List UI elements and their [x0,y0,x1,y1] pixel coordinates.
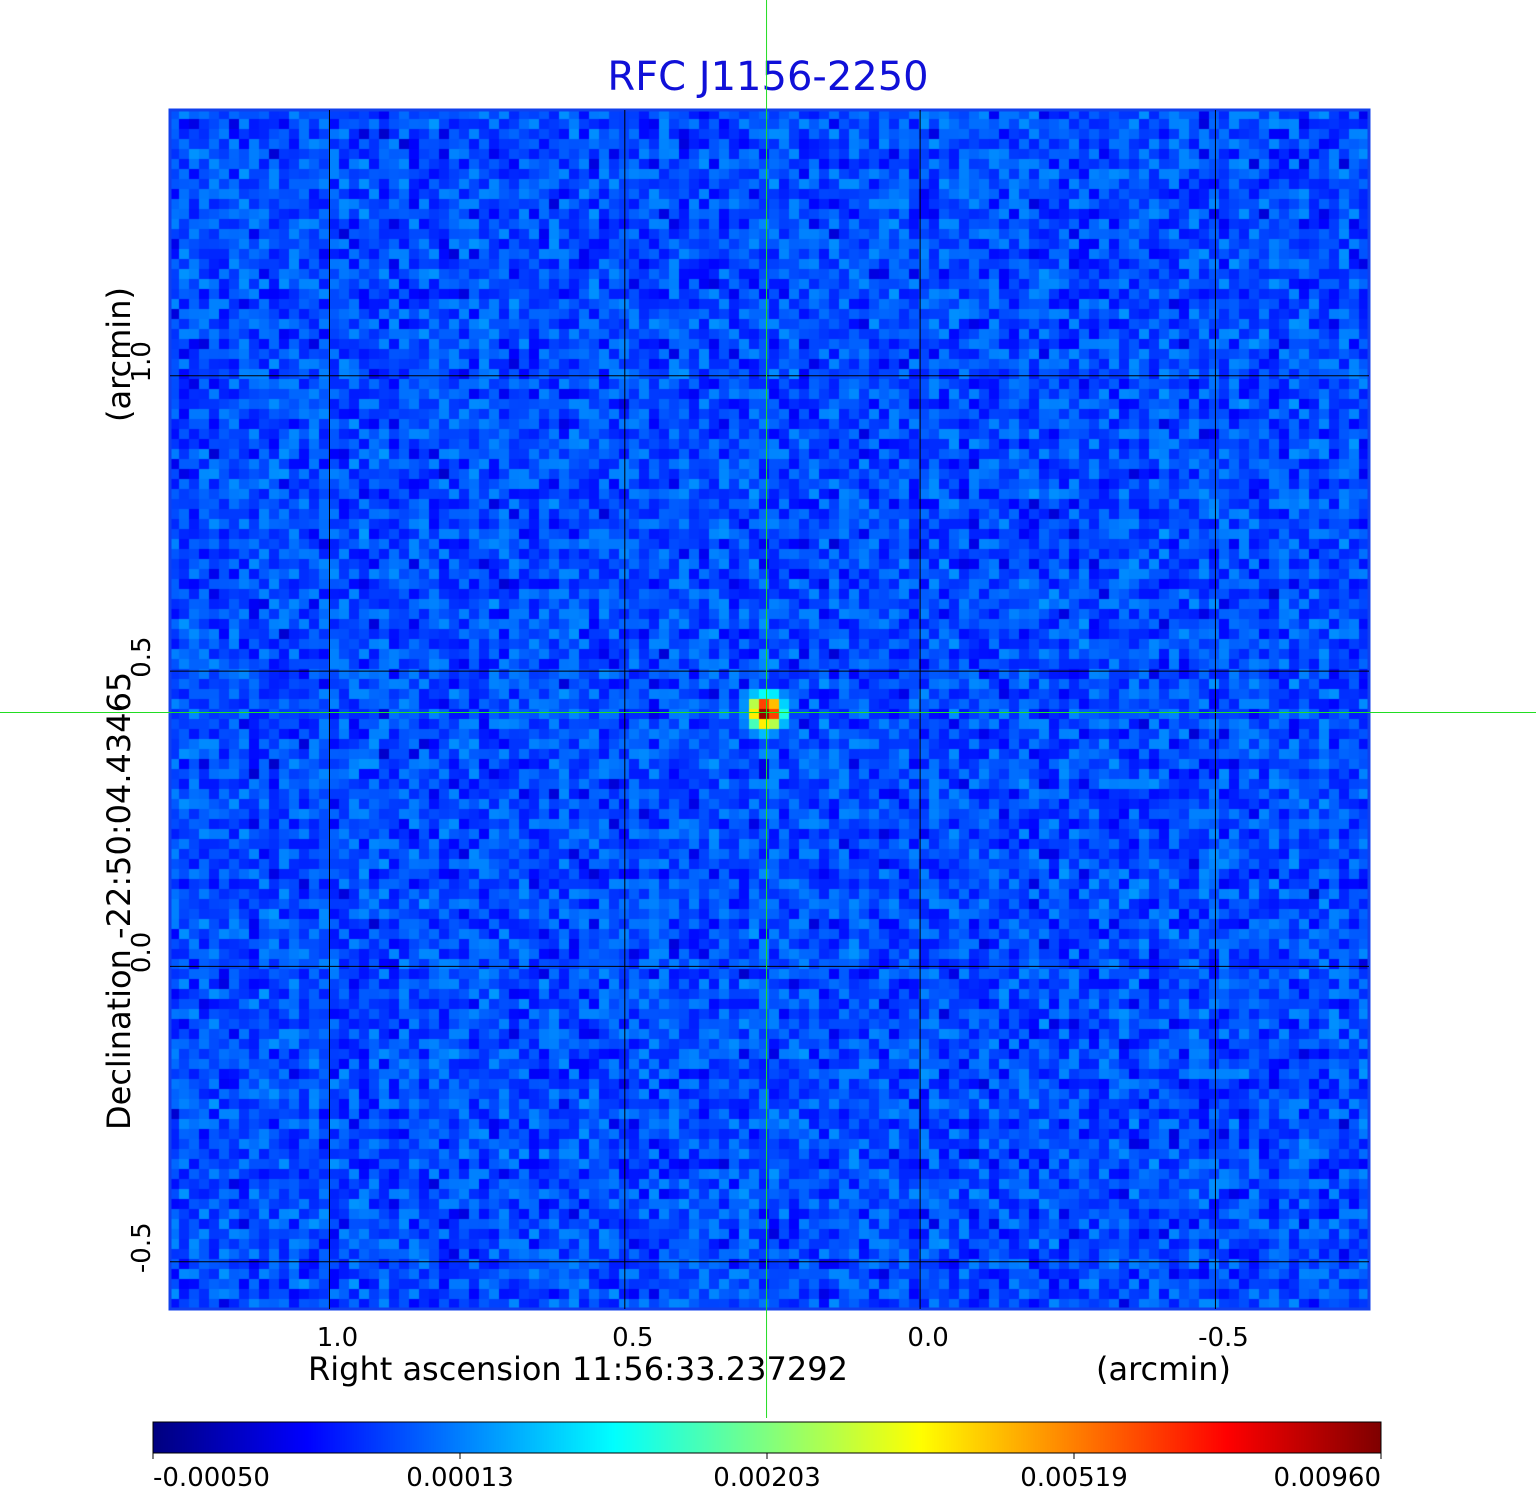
colorbar-tick-label: 0.00519 [1020,1463,1128,1493]
x-axis-unit: (arcmin) [1096,1350,1231,1388]
x-tick-labels: 1.0 0.5 0.0 -0.5 [317,1323,1249,1353]
y-tick-label: 0.0 [127,932,157,973]
y-axis-label: Declination -22:50:04.43465 [100,672,138,1130]
colorbar-tick-label: 0.00203 [713,1463,821,1493]
y-axis-unit: (arcmin) [100,287,138,422]
y-tick-label: 0.5 [127,636,157,677]
x-tick-label: -0.5 [1198,1323,1249,1353]
colorbar-tick-label: -0.00050 [153,1463,270,1493]
y-tick-labels: 1.0 0.5 0.0 -0.5 [127,341,157,1273]
colorbar [153,1422,1381,1453]
x-tick-label: 1.0 [317,1323,358,1353]
chart-title: RFC J1156-2250 [607,54,928,100]
grid-lines [170,110,1369,1309]
crosshair [0,0,1536,1418]
colorbar-tick-label: 0.00013 [406,1463,514,1493]
y-tick-label: 1.0 [127,341,157,382]
y-tick-label: -0.5 [127,1222,157,1273]
colorbar-ticks: -0.00050 0.00013 0.00203 0.00519 0.00960 [152,1453,1382,1493]
colorbar-tick-label: 0.00960 [1273,1463,1381,1493]
pixel-map [170,110,1369,1309]
plot-frame [168,108,1371,1311]
x-tick-label: 0.0 [907,1323,948,1353]
x-axis-label: Right ascension 11:56:33.237292 [308,1350,848,1388]
x-tick-label: 0.5 [612,1323,653,1353]
